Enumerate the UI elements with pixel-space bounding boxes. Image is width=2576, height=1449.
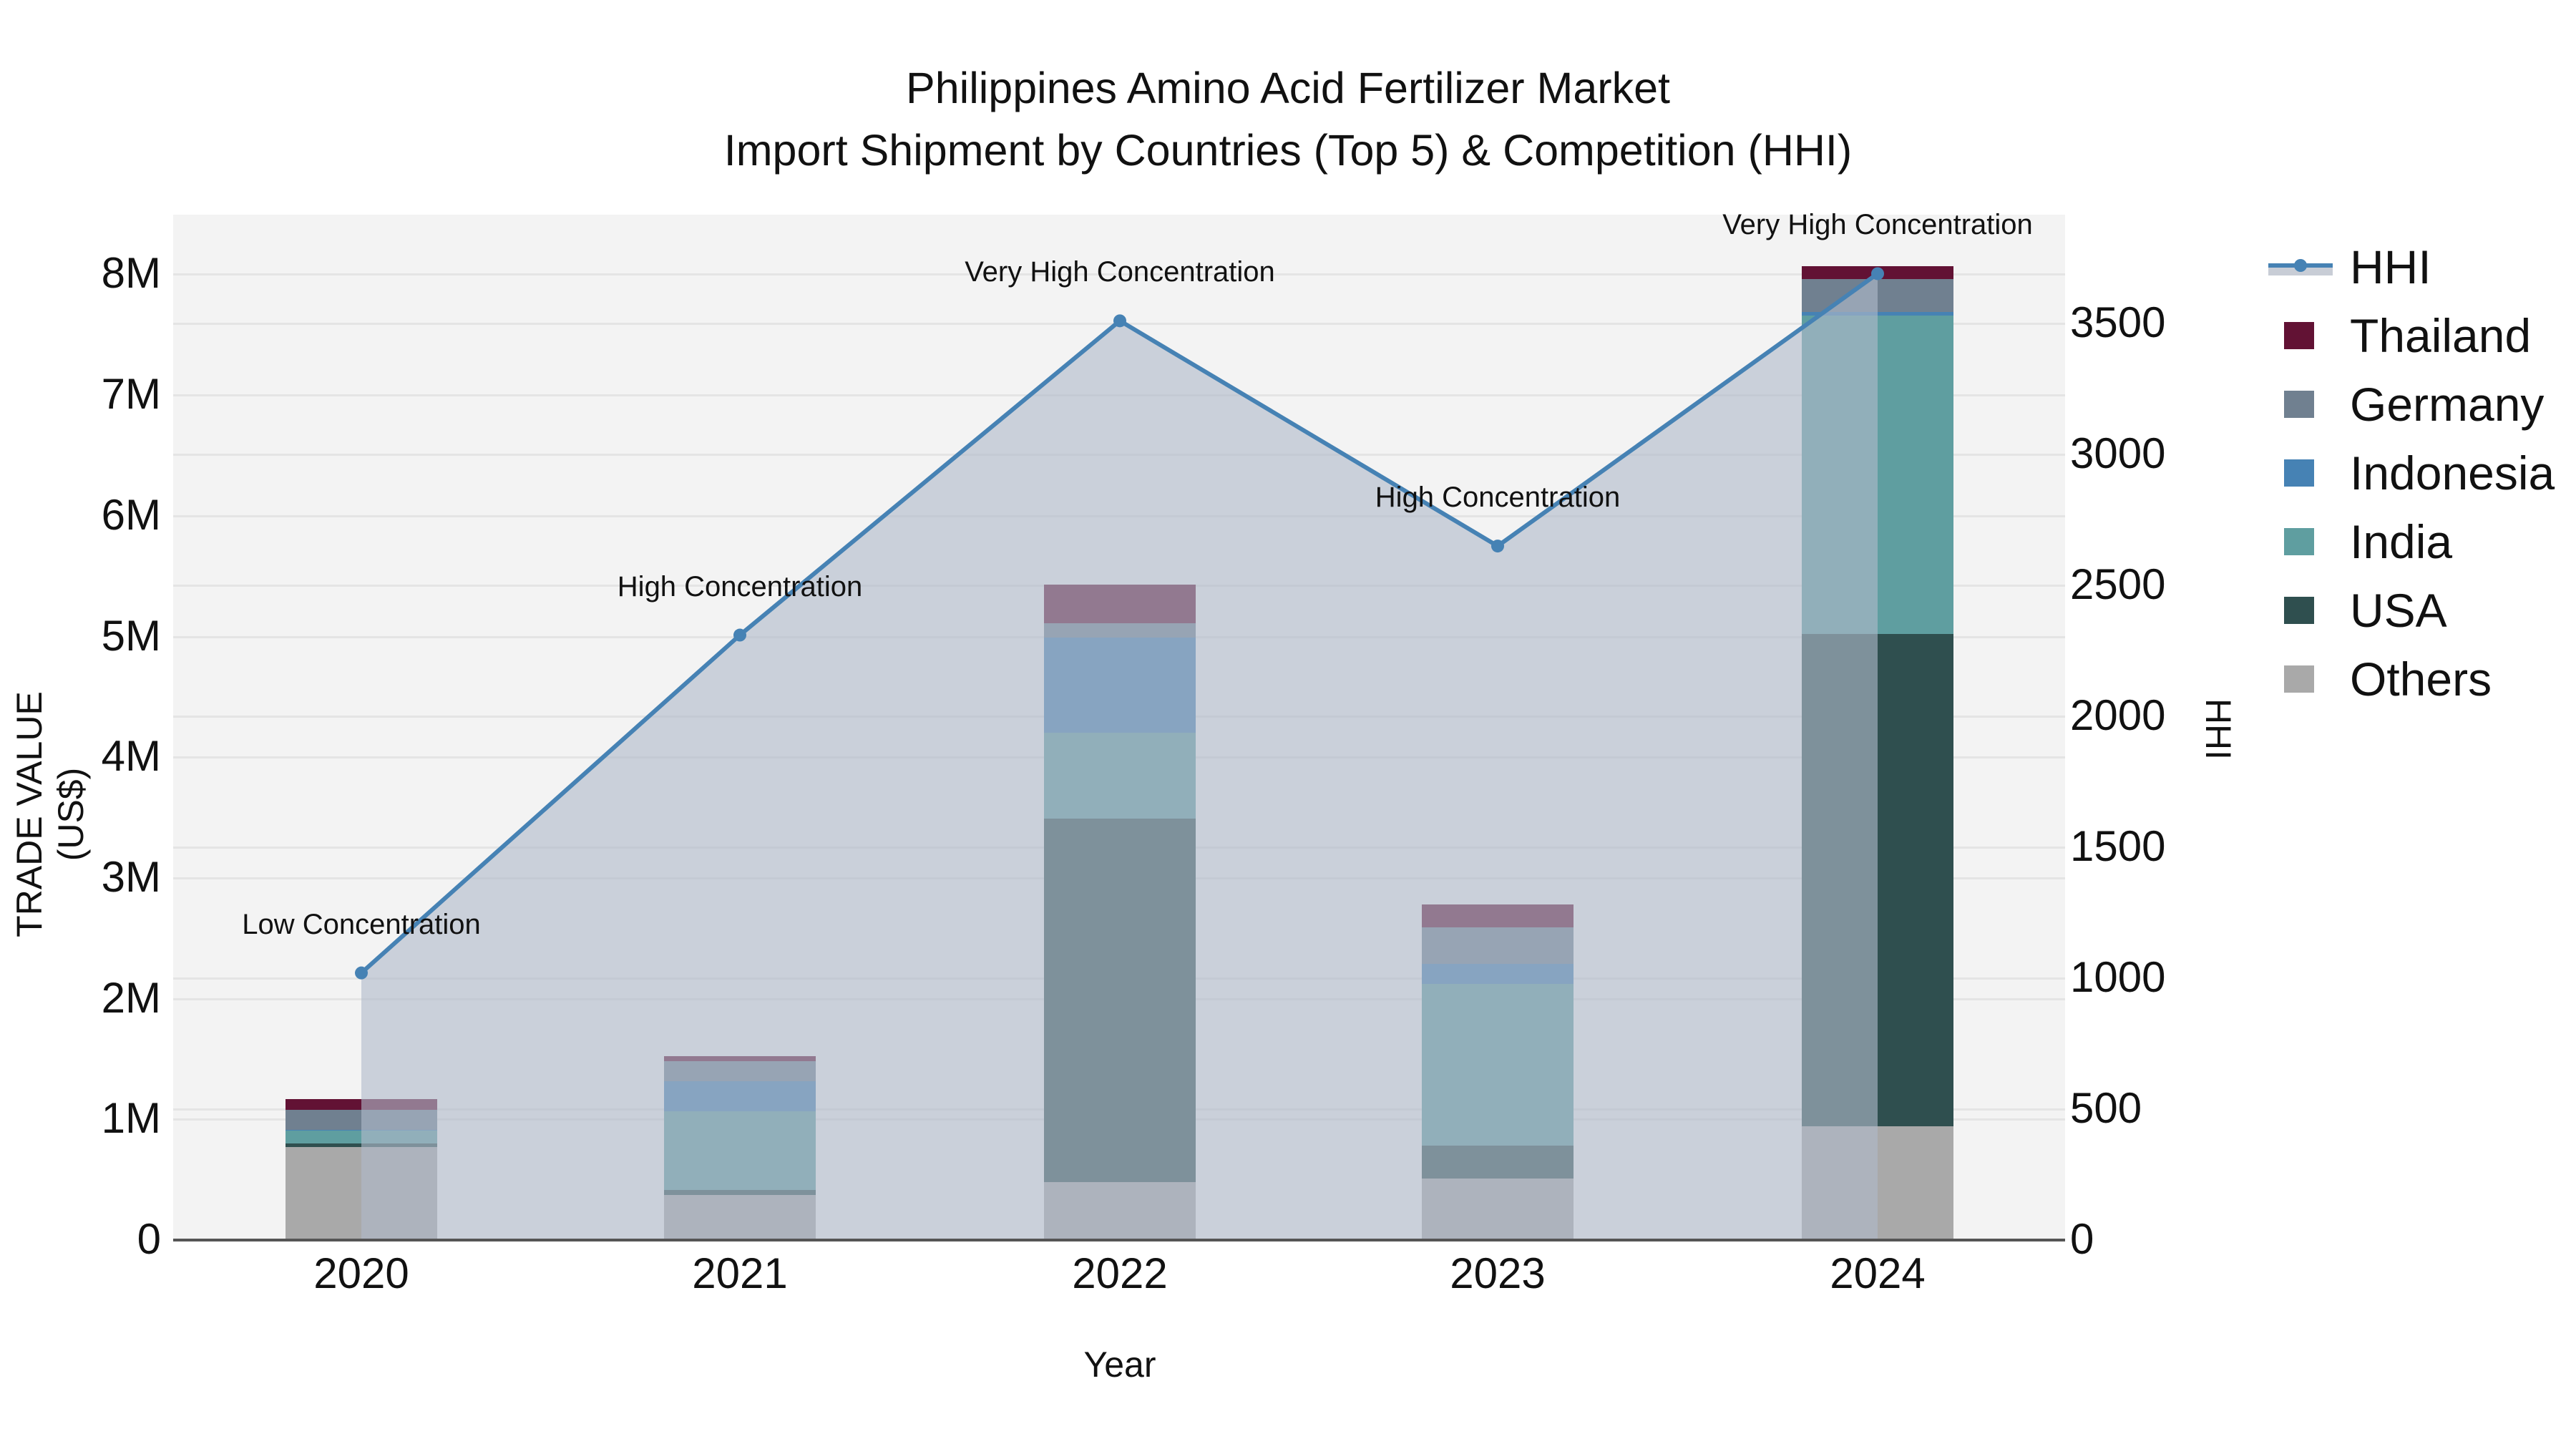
hhi-point-2020[interactable]	[355, 966, 368, 980]
legend-label: Germany	[2350, 378, 2545, 431]
y-right-tick-label: 1000	[2070, 953, 2166, 1001]
square-swatch-icon	[2284, 322, 2314, 349]
legend-label: Thailand	[2350, 309, 2532, 362]
y-left-tick-label: 5M	[101, 611, 161, 660]
legend-item-hhi[interactable]: HHI	[2261, 233, 2555, 301]
legend-item-usa[interactable]: USA	[2261, 576, 2555, 645]
legend-label: Indonesia	[2350, 447, 2555, 499]
hhi-point-2023[interactable]	[1491, 540, 1504, 553]
square-swatch-icon	[2284, 597, 2314, 624]
hhi-annotation-2024: Very High Concentration	[1722, 209, 2033, 241]
chart-title-line1: Philippines Amino Acid Fertilizer Market	[906, 64, 1670, 112]
hhi-annotation-2021: High Concentration	[617, 570, 863, 602]
hhi-markers	[355, 267, 1884, 980]
y-right-tick-label: 0	[2070, 1215, 2094, 1263]
y-left-tick-label: 0	[137, 1215, 161, 1263]
legend-item-indonesia[interactable]: Indonesia	[2261, 439, 2555, 507]
y-left-tick-label: 8M	[101, 249, 161, 298]
y-left-tick-label: 6M	[101, 490, 161, 539]
x-axis-line	[173, 1239, 2065, 1241]
legend-label: India	[2350, 515, 2453, 568]
x-tick-label: 2022	[1072, 1249, 1168, 1297]
y-left-tick-label: 1M	[101, 1094, 161, 1143]
y-left-tick-label: 4M	[101, 732, 161, 781]
legend-item-others[interactable]: Others	[2261, 645, 2555, 713]
y-right-tick-label: 1500	[2070, 822, 2166, 870]
hhi-annotation-2023: High Concentration	[1375, 482, 1621, 514]
y-axis-right-title: HHI	[2198, 698, 2238, 761]
y-right-tick-label: 2000	[2070, 691, 2166, 739]
x-tick-label: 2023	[1450, 1249, 1546, 1297]
hhi-annotation-2020: Low Concentration	[242, 908, 481, 940]
y-right-tick-label: 2500	[2070, 560, 2166, 608]
x-tick-label: 2021	[692, 1249, 788, 1297]
square-swatch-icon	[2284, 528, 2314, 555]
square-swatch-icon	[2284, 391, 2314, 418]
chart-title-line2: Import Shipment by Countries (Top 5) & C…	[723, 126, 1853, 175]
hhi-point-2021[interactable]	[733, 628, 746, 642]
x-tick-label: 2020	[313, 1249, 409, 1297]
square-swatch-icon	[2284, 459, 2314, 487]
gridline-left	[173, 273, 2065, 276]
hhi-area-fill	[361, 273, 1878, 1241]
y-left-tick-label: 2M	[101, 973, 161, 1022]
y-axis-left-title: TRADE VALUE (US$)	[9, 691, 91, 937]
y-right-tick-label: 3500	[2070, 298, 2166, 346]
legend-label: Others	[2350, 653, 2492, 706]
y-right-tick-label: 3000	[2070, 429, 2166, 477]
legend-label: HHI	[2350, 240, 2431, 293]
legend-label: USA	[2350, 584, 2447, 637]
y-left-tick-label: 7M	[101, 370, 161, 419]
line-marker-icon	[2268, 257, 2333, 277]
legend-item-thailand[interactable]: Thailand	[2261, 301, 2555, 370]
hhi-point-2022[interactable]	[1113, 314, 1126, 328]
legend: HHI Thailand Germany Indonesia India USA…	[2261, 233, 2555, 713]
legend-item-india[interactable]: India	[2261, 507, 2555, 576]
square-swatch-icon	[2284, 665, 2314, 693]
y-left-tick-label: 3M	[101, 852, 161, 901]
hhi-point-2024[interactable]	[1871, 267, 1884, 280]
x-tick-label: 2024	[1830, 1249, 1926, 1297]
legend-item-germany[interactable]: Germany	[2261, 370, 2555, 439]
hhi-annotation-2022: Very High Concentration	[965, 256, 1275, 288]
x-axis-title: Year	[1083, 1345, 1156, 1385]
y-right-tick-label: 500	[2070, 1084, 2142, 1132]
